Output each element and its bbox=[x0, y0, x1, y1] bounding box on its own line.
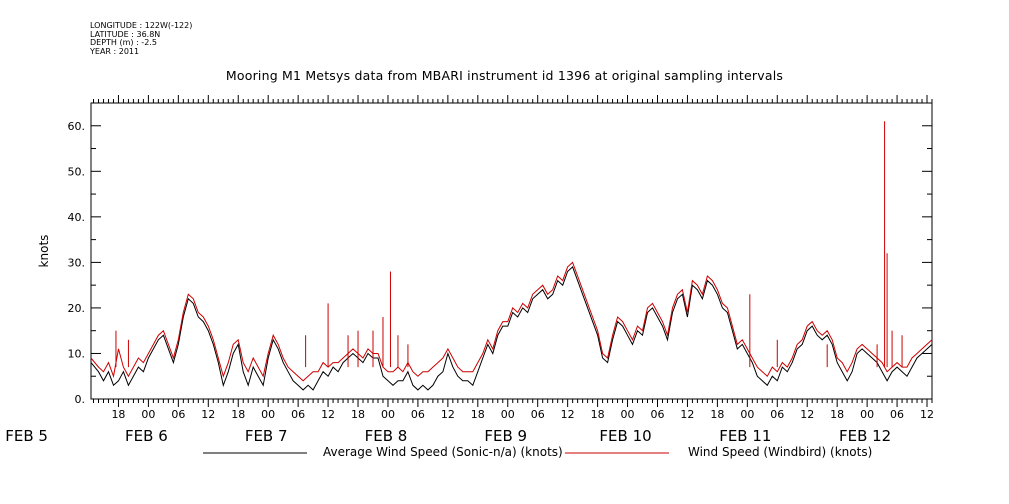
x-day-label: FEB 7 bbox=[245, 427, 288, 445]
y-tick-label: 50. bbox=[68, 165, 86, 178]
x-day-label: FEB 12 bbox=[839, 427, 891, 445]
x-hour-label: 12 bbox=[441, 408, 455, 421]
year-text: YEAR : 2011 bbox=[90, 46, 140, 56]
chart-title: Mooring M1 Metsys data from MBARI instru… bbox=[225, 68, 784, 83]
x-day-label: FEB 5 bbox=[5, 427, 48, 445]
x-hour-label: 06 bbox=[650, 408, 664, 421]
longitude-text: LONGITUDE : 122W(-122) bbox=[90, 21, 193, 30]
x-hour-label: 00 bbox=[261, 408, 275, 421]
x-hour-label: 18 bbox=[710, 408, 724, 421]
metadata-block: LONGITUDE : 122W(-122) LATITUDE : 36.8N … bbox=[90, 21, 193, 56]
y-tick-label: 40. bbox=[68, 211, 86, 224]
y-tick-label: 0. bbox=[75, 393, 86, 406]
plot-frame bbox=[90, 102, 933, 400]
x-hour-label: 18 bbox=[471, 408, 485, 421]
depth-text: DEPTH (m) : -2.5 bbox=[90, 38, 157, 47]
y-tick-label: 30. bbox=[68, 256, 86, 269]
x-hour-label: 00 bbox=[381, 408, 395, 421]
x-hour-label: 06 bbox=[411, 408, 425, 421]
y-tick-label: 20. bbox=[68, 302, 86, 315]
x-hour-label: 00 bbox=[740, 408, 754, 421]
x-hour-label: 18 bbox=[231, 408, 245, 421]
x-hour-label: 12 bbox=[201, 408, 215, 421]
x-hour-label: 00 bbox=[621, 408, 635, 421]
y-tick-label: 10. bbox=[68, 347, 86, 360]
latitude-text: LATITUDE : 36.8N bbox=[90, 29, 161, 39]
x-hour-label: 18 bbox=[351, 408, 365, 421]
x-day-label: FEB 10 bbox=[599, 427, 651, 445]
x-hour-label: 06 bbox=[171, 408, 185, 421]
x-hour-label: 06 bbox=[770, 408, 784, 421]
x-day-label: FEB 11 bbox=[719, 427, 771, 445]
x-hour-label: 12 bbox=[800, 408, 814, 421]
x-hour-label: 18 bbox=[591, 408, 605, 421]
x-hour-label: 18 bbox=[830, 408, 844, 421]
y-tick-label: 60. bbox=[68, 120, 86, 133]
x-hour-label: 06 bbox=[890, 408, 904, 421]
x-hour-label: 12 bbox=[920, 408, 934, 421]
series-line-windbird bbox=[90, 261, 933, 382]
x-hour-label: 00 bbox=[860, 408, 874, 421]
legend-label-average: Average Wind Speed (Sonic-n/a) (knots) bbox=[323, 445, 563, 459]
x-hour-label: 06 bbox=[531, 408, 545, 421]
x-hour-label: 18 bbox=[111, 408, 125, 421]
x-day-label: FEB 9 bbox=[484, 427, 527, 445]
x-day-label: FEB 8 bbox=[365, 427, 408, 445]
x-day-label: FEB 6 bbox=[125, 427, 168, 445]
x-hour-label: 12 bbox=[680, 408, 694, 421]
x-hour-label: 00 bbox=[141, 408, 155, 421]
y-axis-label: knots bbox=[37, 235, 51, 268]
series-line-average bbox=[90, 266, 933, 391]
legend-label-windbird: Wind Speed (Windbird) (knots) bbox=[688, 445, 873, 459]
x-hour-label: 00 bbox=[501, 408, 515, 421]
x-hour-label: 06 bbox=[291, 408, 305, 421]
x-hour-label: 12 bbox=[561, 408, 575, 421]
x-hour-label: 12 bbox=[321, 408, 335, 421]
